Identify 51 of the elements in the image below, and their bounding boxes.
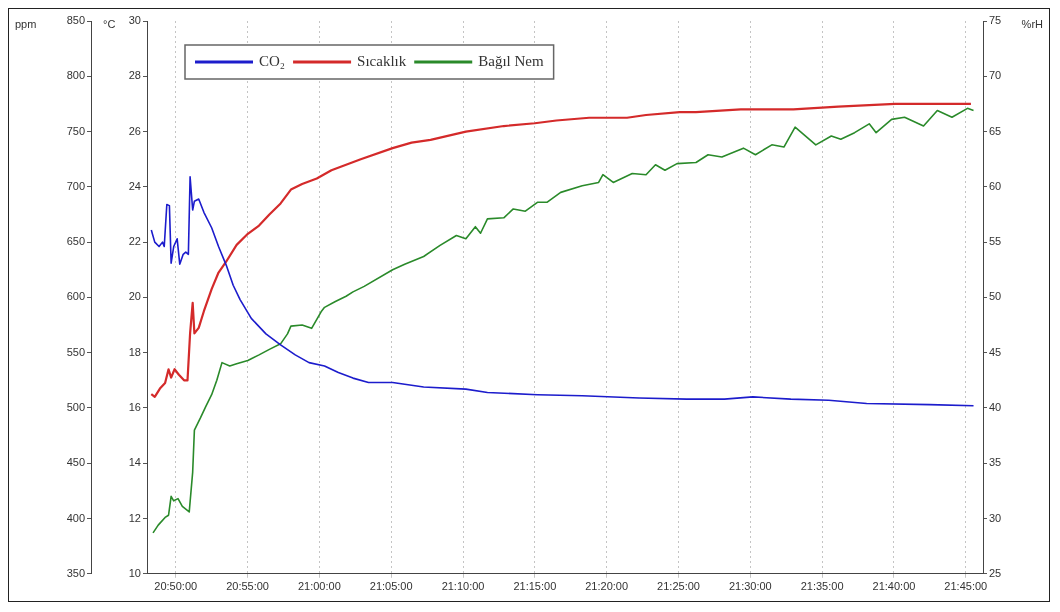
y3-tick-label: 70 (989, 69, 1002, 82)
y-tick-label: 550 (66, 345, 85, 358)
x-tick-label: 21:20:00 (585, 580, 629, 593)
x-tick-label: 21:35:00 (800, 580, 844, 593)
y2-tick-label: 12 (128, 511, 141, 524)
x-tick-label: 21:15:00 (513, 580, 557, 593)
y3-tick-label: 75 (989, 14, 1002, 27)
y2-tick-label: 26 (128, 124, 141, 137)
x-tick-label: 21:05:00 (369, 580, 413, 593)
y2-tick-label: 28 (128, 69, 141, 82)
y-tick-label: 400 (66, 511, 85, 524)
y-tick-label: 500 (66, 400, 85, 413)
x-tick-label: 20:50:00 (154, 580, 198, 593)
y2-axis-title: °C (103, 18, 116, 31)
y3-tick-label: 65 (989, 124, 1002, 137)
y3-tick-label: 25 (989, 566, 1002, 579)
x-tick-label: 21:25:00 (657, 580, 700, 593)
y3-axis-title: %rH (1021, 18, 1044, 31)
y2-tick-label: 30 (128, 14, 141, 27)
legend-label: Bağıl Nem (478, 52, 544, 69)
y3-tick-label: 30 (989, 511, 1002, 524)
x-tick-label: 21:45:00 (944, 580, 988, 593)
y2-tick-label: 20 (128, 290, 141, 303)
x-tick-label: 21:00:00 (297, 580, 341, 593)
legend-label: Sıcaklık (357, 52, 407, 69)
legend-label: CO₂ (259, 52, 286, 69)
y-tick-label: 650 (66, 235, 85, 248)
y3-tick-label: 55 (989, 235, 1002, 248)
y2-tick-label: 18 (128, 345, 141, 358)
x-tick-label: 21:10:00 (441, 580, 485, 593)
y2-tick-label: 16 (128, 400, 141, 413)
y3-tick-label: 50 (989, 290, 1002, 303)
y-tick-label: 700 (66, 179, 85, 192)
y3-tick-label: 60 (989, 179, 1002, 192)
y2-tick-label: 22 (128, 235, 141, 248)
y3-tick-label: 35 (989, 456, 1002, 469)
y-tick-label: 600 (66, 290, 85, 303)
y2-tick-label: 14 (128, 456, 141, 469)
y-axis-title: ppm (15, 18, 37, 31)
y3-tick-label: 40 (989, 400, 1002, 413)
y-tick-label: 750 (66, 124, 85, 137)
x-tick-label: 21:30:00 (728, 580, 772, 593)
x-tick-label: 21:40:00 (872, 580, 916, 593)
x-tick-label: 20:55:00 (226, 580, 269, 593)
y-tick-label: 800 (66, 69, 85, 82)
y-tick-label: 350 (66, 566, 85, 579)
y2-tick-label: 24 (128, 179, 141, 192)
y-tick-label: 450 (66, 456, 85, 469)
y2-tick-label: 10 (128, 566, 141, 579)
y-tick-label: 850 (66, 14, 85, 27)
y3-tick-label: 45 (989, 345, 1002, 358)
